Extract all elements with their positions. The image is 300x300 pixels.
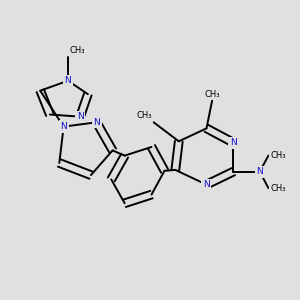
Text: N: N <box>230 138 237 147</box>
Text: N: N <box>93 118 100 127</box>
Text: CH₃: CH₃ <box>270 184 286 193</box>
Text: N: N <box>64 76 71 85</box>
Text: CH₃: CH₃ <box>136 111 152 120</box>
Text: CH₃: CH₃ <box>70 46 86 56</box>
Text: N: N <box>256 167 263 176</box>
Text: N: N <box>77 112 83 121</box>
Text: N: N <box>60 122 67 131</box>
Text: N: N <box>203 180 210 189</box>
Text: CH₃: CH₃ <box>204 90 220 99</box>
Text: CH₃: CH₃ <box>270 151 286 160</box>
